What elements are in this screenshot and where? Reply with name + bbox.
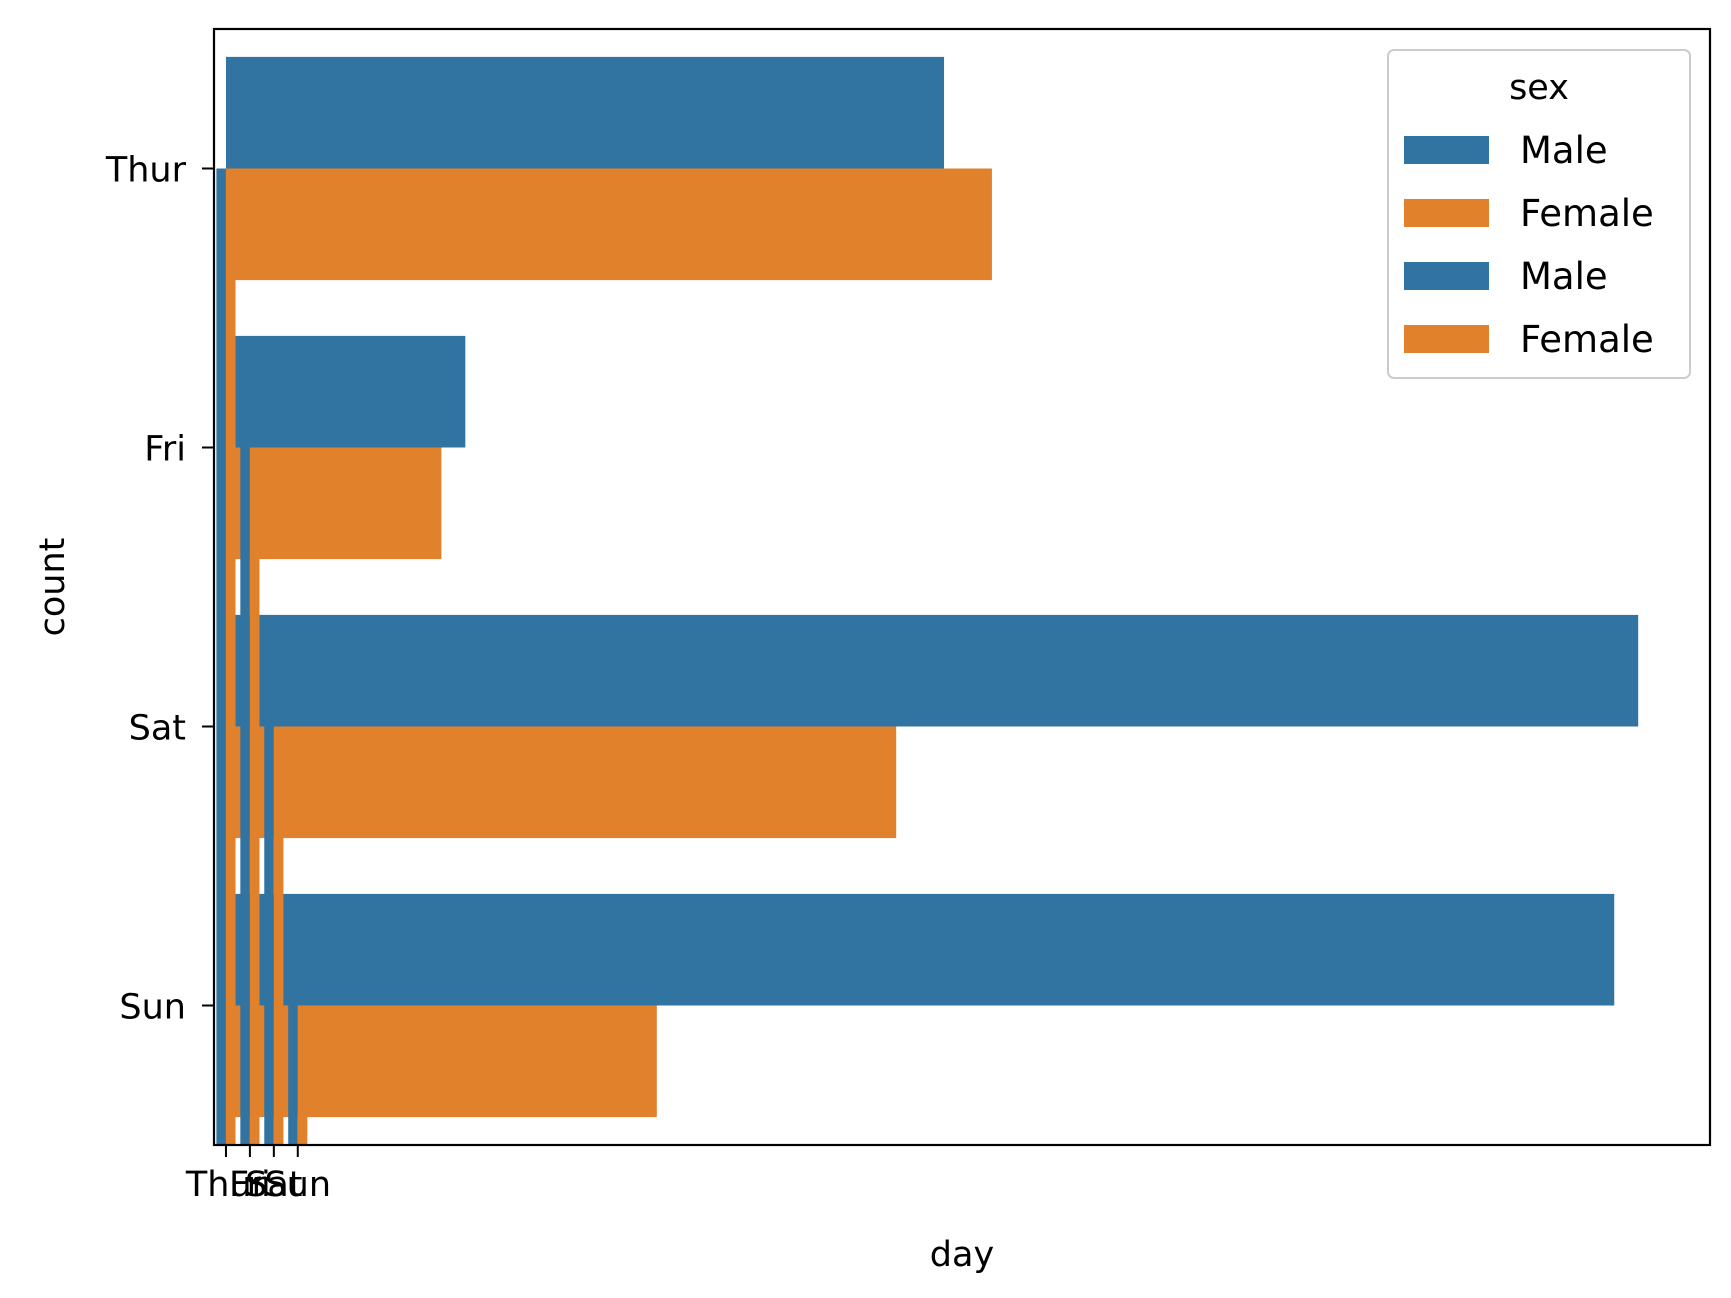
overlay-bar-0-sat	[264, 726, 274, 1145]
legend-title: sex	[1509, 68, 1569, 108]
legend-swatch-male	[1404, 136, 1489, 164]
overlay-bar-0-fri	[240, 447, 250, 1145]
overlay-bar-0-sun	[288, 1005, 298, 1145]
y-tick-label-thur: Thur	[105, 151, 187, 191]
legend-swatch-female	[1404, 199, 1489, 227]
legend-label-male: Male	[1520, 255, 1608, 298]
x-tick-label-fri: Fri	[229, 1165, 271, 1205]
x-tick-label-sun: Sun	[264, 1165, 331, 1205]
bar-male-sat	[225, 614, 1639, 727]
legend-label-female: Female	[1520, 192, 1654, 235]
overlay-bar-1-thur	[225, 168, 236, 1145]
bar-female-thur	[225, 168, 992, 281]
bar-male-sun	[225, 893, 1615, 1006]
legend: sex Male Female Male Female	[1387, 49, 1691, 379]
bar-female-fri	[225, 447, 442, 560]
y-axis-label: count	[33, 538, 73, 637]
y-axis-ticks: Thur Fri Sat Sun	[105, 151, 214, 1028]
overlay-bar-1-sun	[297, 1005, 308, 1145]
legend-label-male: Male	[1520, 129, 1608, 172]
y-tick-label-sat: Sat	[129, 709, 186, 749]
bar-male-thur	[225, 56, 945, 169]
legend-swatch-female	[1404, 325, 1489, 353]
legend-box	[1387, 49, 1691, 379]
x-tick-label-sat: Sat	[245, 1165, 302, 1205]
legend-label-female: Female	[1520, 318, 1654, 361]
overlay-bars-layer	[216, 168, 308, 1145]
y-tick-label-fri: Fri	[144, 430, 186, 470]
y-tick-label-sun: Sun	[119, 988, 186, 1028]
x-tick-label-thur: Thur	[185, 1165, 267, 1205]
bar-male-fri	[225, 335, 466, 448]
bar-female-sat	[225, 726, 897, 839]
x-axis-label: day	[930, 1235, 994, 1275]
overlay-bar-1-fri	[249, 447, 260, 1145]
overlay-bar-1-sat	[273, 726, 284, 1145]
overlay-bar-0-thur	[216, 168, 226, 1145]
legend-swatch-male	[1404, 262, 1489, 290]
plot-frame	[212, 27, 1712, 1147]
